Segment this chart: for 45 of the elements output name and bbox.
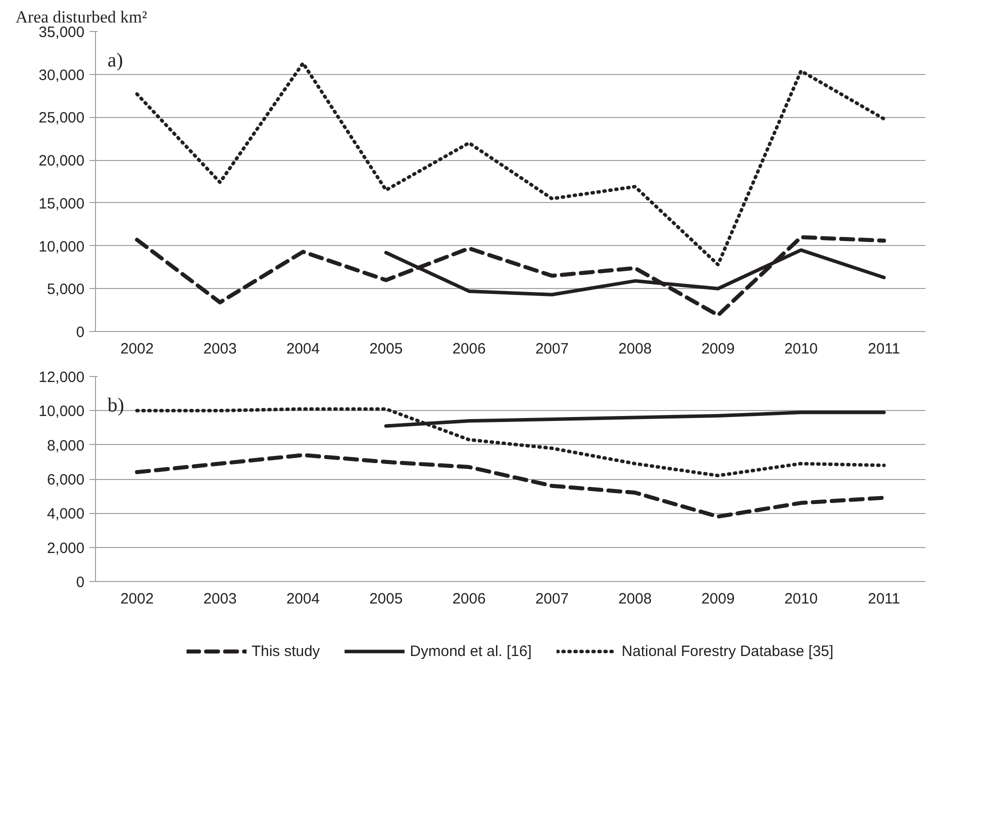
- y-tick-label: 10,000: [38, 403, 85, 420]
- y-tick-label: 6,000: [46, 472, 85, 488]
- y-tick-label: 8,000: [46, 437, 85, 454]
- x-tick-label: 2002: [120, 340, 154, 358]
- x-tick-label: 2009: [701, 590, 735, 608]
- x-tick-label: 2005: [369, 340, 403, 358]
- annotation: a): [108, 50, 124, 72]
- x-tick-label: 2010: [784, 340, 818, 358]
- y-tick-label: 2,000: [46, 540, 85, 557]
- legend-label: National Forestry Database [35]: [622, 642, 834, 660]
- y-tick-label: 0: [76, 574, 84, 591]
- line-series: [135, 407, 886, 478]
- y-tick-label: 30,000: [38, 66, 85, 84]
- x-tick-label: 2007: [535, 590, 569, 608]
- x-tick-label: 2005: [369, 590, 403, 608]
- y-tick-label: 0: [76, 324, 84, 341]
- y-tick-label: 4,000: [46, 506, 85, 523]
- x-tick-label: 2003: [203, 590, 237, 608]
- x-tick-label: 2010: [784, 590, 818, 608]
- line-series: [135, 235, 886, 318]
- y-axis-title: Area disturbed km²: [16, 8, 148, 26]
- x-tick-label: 2006: [452, 590, 486, 608]
- x-tick-label: 2008: [618, 340, 652, 358]
- x-tick-label: 2002: [120, 590, 154, 608]
- y-tick-label: 5,000: [46, 281, 85, 298]
- x-tick-label: 2003: [203, 340, 237, 358]
- y-tick-label: 12,000: [38, 369, 85, 386]
- x-tick-label: 2008: [618, 590, 652, 608]
- y-tick-label: 10,000: [38, 238, 85, 256]
- x-tick-label: 2011: [868, 590, 900, 608]
- x-tick-label: 2011: [868, 340, 900, 358]
- legend-label: Dymond et al. [16]: [410, 642, 532, 660]
- line-series: [135, 453, 886, 519]
- x-tick-label: 2009: [701, 340, 735, 358]
- y-tick-label: 35,000: [38, 24, 85, 41]
- annotation: b): [108, 394, 124, 416]
- legend-label: This study: [252, 642, 320, 660]
- y-tick-label: 25,000: [38, 110, 85, 127]
- y-tick-label: 15,000: [38, 195, 85, 212]
- x-tick-label: 2004: [286, 590, 320, 608]
- y-tick-label: 20,000: [38, 152, 85, 170]
- line-series: [135, 61, 886, 266]
- x-tick-label: 2007: [535, 340, 569, 358]
- x-tick-label: 2004: [286, 340, 320, 358]
- x-tick-label: 2006: [452, 340, 486, 358]
